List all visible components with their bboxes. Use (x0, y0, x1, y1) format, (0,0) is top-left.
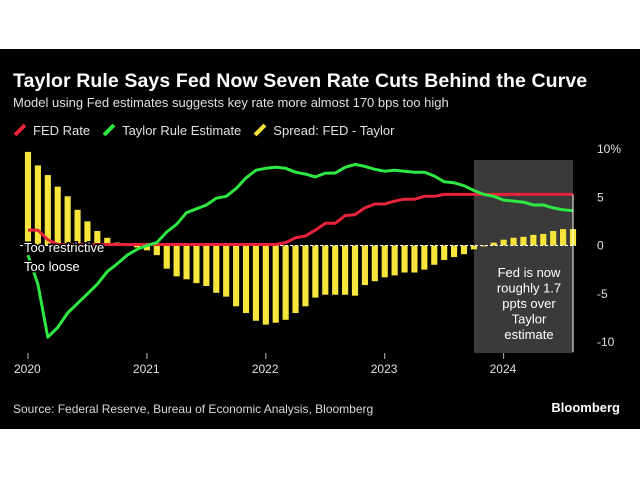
legend-item-fed: FED Rate (13, 123, 90, 138)
legend-item-taylor: Taylor Rule Estimate (102, 123, 241, 138)
spread-bar (391, 245, 398, 276)
x-tick-label: 2023 (371, 362, 398, 376)
spread-bar (550, 231, 557, 246)
spread-bar (153, 245, 160, 256)
spread-bar (371, 245, 378, 282)
spread-bar (540, 233, 547, 246)
spread-bar (203, 245, 210, 287)
y-tick-label: 0 (597, 239, 604, 253)
spread-bar (223, 245, 230, 297)
spread-bar (54, 186, 61, 246)
spread-bar (460, 245, 468, 255)
spread-bar (490, 242, 497, 246)
spread-bar (560, 229, 567, 246)
spread-bar (381, 245, 388, 278)
spread-bar (133, 245, 141, 248)
taylor-rule-line (26, 162, 574, 339)
spread-bar (183, 245, 190, 280)
spread-bar (242, 245, 250, 314)
spread-bar (213, 245, 220, 293)
spread-bar (530, 234, 537, 246)
spread-bar (342, 245, 349, 295)
legend-label-spread: Spread: FED - Taylor (273, 122, 395, 138)
spread-bar (431, 245, 438, 265)
x-tick-label: 2022 (252, 362, 279, 376)
x-tick-label: 2020 (14, 362, 41, 376)
y-tick-label: -10 (597, 335, 615, 349)
spread-bar (312, 245, 319, 298)
spread-bar (441, 245, 448, 260)
annotation-note: Fed is now roughly 1.7 ppts over Taylor esti… (497, 265, 561, 342)
spread-bar (510, 237, 517, 246)
too-restrictive-label: Too restrictive (24, 240, 104, 255)
y-tick-label: 5 (597, 190, 604, 204)
spread-bar (401, 245, 408, 273)
spread-bar (173, 245, 180, 277)
spread-bar (44, 175, 51, 246)
too-loose-label: Too loose (24, 259, 80, 274)
spread-bar (470, 245, 477, 250)
shaded-period (473, 160, 573, 353)
spread-bar (24, 151, 32, 246)
legend-label-fed: FED Rate (33, 122, 91, 138)
spread-bar (163, 245, 170, 269)
spread-bar (84, 221, 91, 246)
spread-bar (64, 196, 71, 246)
spread-bar (252, 245, 259, 321)
spread-bar (282, 245, 289, 320)
spread-bar (104, 237, 111, 246)
spread-bar (262, 245, 269, 325)
spread-bar (74, 209, 81, 246)
spread-bar (34, 165, 41, 246)
y-tick-label: -5 (597, 287, 608, 301)
spread-bar (272, 245, 279, 323)
spread-bar (480, 245, 487, 247)
spread-bar (411, 245, 418, 273)
y-tick-label: 10% (597, 142, 621, 156)
source-note: Source: Federal Reserve, Bureau of Econo… (13, 402, 374, 416)
spread-bar (520, 236, 527, 246)
spread-bar (143, 245, 150, 251)
spread-bar (421, 245, 428, 270)
spread-bar (292, 245, 299, 314)
spread-bar (500, 239, 507, 246)
spread-bar (361, 245, 368, 286)
chart-legend: FED Rate Taylor Rule Estimate Spread: FE… (13, 121, 406, 139)
spread-bar (332, 245, 339, 295)
spread-bar (94, 231, 101, 246)
spread-bar (302, 245, 309, 307)
spread-bar (322, 245, 329, 295)
legend-label-taylor: Taylor Rule Estimate (122, 122, 242, 138)
x-tick-label: 2021 (133, 362, 160, 376)
chart-title: Taylor Rule Says Fed Now Seven Rate Cuts… (13, 70, 588, 92)
chart-subtitle: Model using Fed estimates suggests key r… (13, 95, 449, 110)
spread-bar (193, 245, 200, 284)
spread-bar (451, 245, 458, 258)
bloomberg-logo: Bloomberg (551, 400, 620, 415)
legend-item-spread: Spread: FED - Taylor (253, 123, 394, 138)
x-tick-label: 2024 (490, 362, 517, 376)
spread-bar (233, 245, 240, 307)
spread-bar (351, 245, 359, 296)
